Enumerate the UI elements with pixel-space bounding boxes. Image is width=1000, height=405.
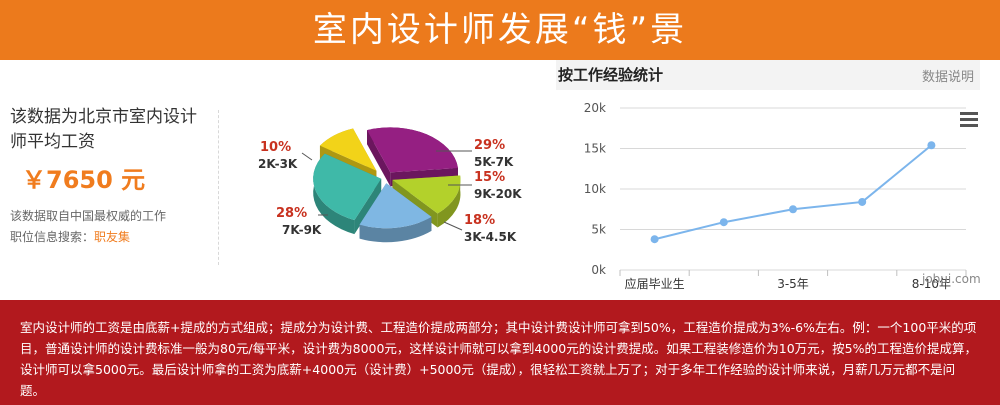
pie-label-range: 7K-9K xyxy=(282,223,322,237)
salary-source: 该数据取自中国最权威的工作 职位信息搜索：职友集 xyxy=(10,206,166,248)
menu-bar xyxy=(960,118,978,121)
pie-slice-side xyxy=(359,216,432,243)
pie-slice-side xyxy=(367,130,391,187)
salary-source-line: 该数据取自中国最权威的工作 xyxy=(10,209,167,223)
menu-bar xyxy=(960,112,978,115)
experience-line-chart: 按工作经验统计 数据说明 0k 5k 10k 15k 20k 应届毕业生 3-5年 8-10年 xyxy=(556,60,980,300)
y-tick-label: 5k xyxy=(591,223,606,237)
pie-slice xyxy=(392,175,461,214)
pie-label-7k-9k: 28% 7K-9K xyxy=(276,206,321,238)
pie-slice xyxy=(367,127,458,173)
salary-amount: ￥7650 元 xyxy=(22,166,146,194)
pie-chart-svg xyxy=(301,127,472,243)
pie-label-9k-20k: 15% 9K-20K xyxy=(474,170,522,202)
x-tick-label: 8-10年 xyxy=(912,277,951,291)
jobui-watermark: jobui.com xyxy=(922,272,981,286)
pie-slice-side xyxy=(437,175,461,228)
line-point xyxy=(858,197,867,206)
x-tick-label: 3-5年 xyxy=(777,277,809,291)
pie-label-pct: 28% xyxy=(276,206,308,221)
pie-label-3k-4-5k: 18% 3K-4.5K xyxy=(464,213,516,245)
jobui-link[interactable]: 职友集 xyxy=(94,230,131,244)
page-title-banner: 室内设计师发展“钱”景 xyxy=(0,0,1000,60)
y-tick-label: 20k xyxy=(584,101,606,115)
footer-text: 室内设计师的工资是由底薪+提成的方式组成；提成分为设计费、工程造价提成两部分；其… xyxy=(20,320,977,398)
data-note-link[interactable]: 数据说明 xyxy=(921,70,974,85)
line-point xyxy=(650,235,659,244)
salary-panel: 该数据为北京市室内设计师平均工资 ￥7650 元 该数据取自中国最权威的工作 职… xyxy=(0,60,220,300)
line-point xyxy=(927,141,936,150)
line-chart-header: 按工作经验统计 数据说明 xyxy=(556,60,980,90)
salary-heading: 该数据为北京市室内设计师平均工资 xyxy=(10,107,197,152)
pie-slice xyxy=(359,183,432,229)
pie-label-pct: 10% xyxy=(260,140,292,155)
line-series xyxy=(654,144,933,241)
pie-label-5k-7k: 29% 5K-7K xyxy=(474,138,513,170)
line-chart-svg: 0k 5k 10k 15k 20k 应届毕业生 3-5年 8-10年 xyxy=(584,101,967,291)
salary-search-row: 职位信息搜索：职友集 xyxy=(10,227,166,248)
page-title: 室内设计师发展“钱”景 xyxy=(312,10,688,50)
line-chart-title: 按工作经验统计 xyxy=(558,66,664,84)
pie-label-range: 2K-3K xyxy=(258,157,298,171)
line-point xyxy=(789,205,797,214)
pie-slice-side xyxy=(313,153,355,235)
y-tick-label: 0k xyxy=(591,263,606,277)
panel-divider xyxy=(218,110,219,265)
pie-leader-line xyxy=(443,221,463,231)
salary-search-label: 职位信息搜索： xyxy=(10,230,95,244)
pie-label-range: 5K-7K xyxy=(474,155,514,169)
pie-slice xyxy=(319,128,377,171)
pie-label-pct: 29% xyxy=(474,138,506,153)
explanation-footer: 室内设计师的工资是由底薪+提成的方式组成；提成分为设计费、工程造价提成两部分；其… xyxy=(0,300,1000,405)
line-point xyxy=(719,218,728,227)
pie-slice-side xyxy=(354,178,382,235)
y-tick-label: 15k xyxy=(584,142,606,156)
chart-menu-icon[interactable] xyxy=(960,112,978,128)
pie-label-2k-3k: 10% 2K-3K xyxy=(258,140,297,172)
pie-label-range: 3K-4.5K xyxy=(464,230,517,244)
pie-label-range: 9K-20K xyxy=(474,187,522,201)
salary-distribution-pie-chart: 10% 2K-3K 29% 5K-7K 15% 9K-20K 18% 3K-4.… xyxy=(240,60,550,300)
menu-bar xyxy=(960,124,978,127)
y-tick-label: 10k xyxy=(584,182,606,196)
x-tick-label: 应届毕业生 xyxy=(625,276,685,291)
pie-slice xyxy=(313,153,382,221)
pie-label-pct: 15% xyxy=(474,170,506,185)
pie-label-pct: 18% xyxy=(464,213,496,228)
pie-leader-line xyxy=(301,152,313,161)
